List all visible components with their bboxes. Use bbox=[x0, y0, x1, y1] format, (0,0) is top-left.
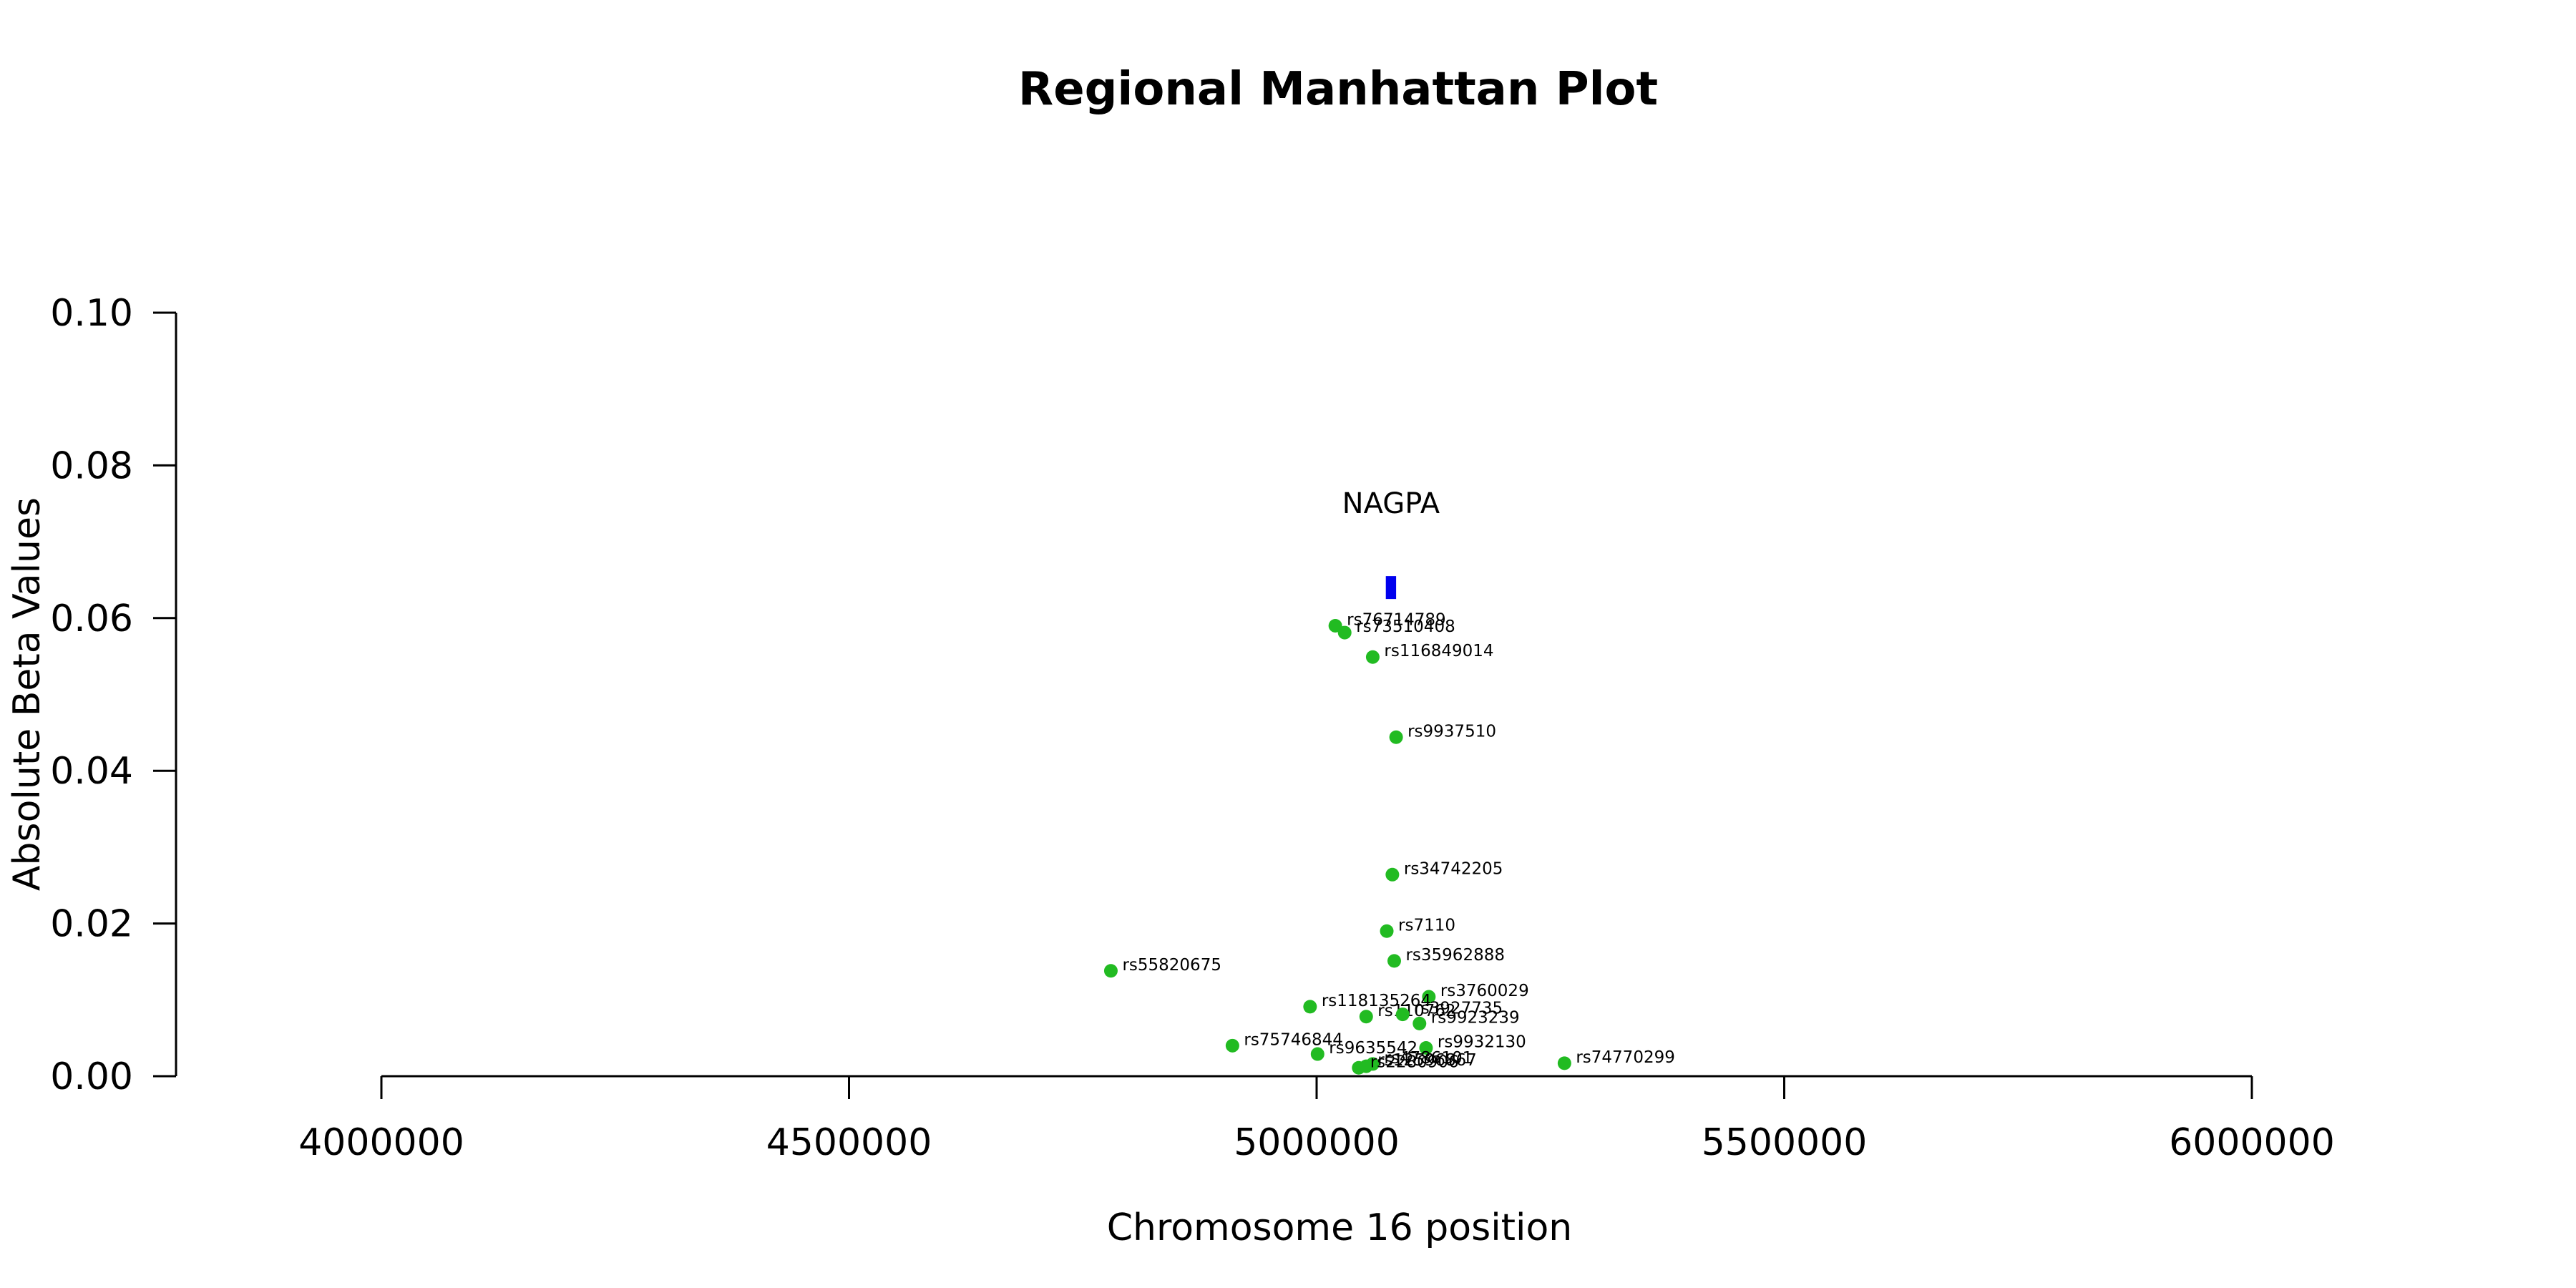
y-tick-label: 0.04 bbox=[50, 750, 133, 793]
x-axis-label: Chromosome 16 position bbox=[1107, 1206, 1573, 1249]
snp-label: rs110762 bbox=[1377, 1002, 1455, 1020]
snp-label: rs35962888 bbox=[1405, 946, 1505, 965]
snp-label: rs116849014 bbox=[1384, 642, 1493, 660]
snp-label: rs3760029 bbox=[1440, 982, 1529, 1000]
gene-marker-nagpa bbox=[1385, 576, 1397, 600]
y-tick-label: 0.06 bbox=[50, 597, 133, 640]
x-tick-label: 6000000 bbox=[2169, 1121, 2335, 1164]
snp-point bbox=[1303, 1000, 1317, 1014]
snp-point bbox=[1328, 618, 1342, 633]
x-axis: 4000000 4500000 5000000 5500000 6000000 bbox=[298, 1075, 2335, 1164]
snp-label: rs7110 bbox=[1398, 916, 1455, 935]
snp-point bbox=[1225, 1038, 1239, 1053]
snp-label: rs2280906 bbox=[1370, 1053, 1459, 1071]
gene-track: NAGPA bbox=[1342, 487, 1440, 600]
snp-point bbox=[1310, 1047, 1324, 1061]
chart-title: Regional Manhattan Plot bbox=[1018, 63, 1658, 116]
snp-point bbox=[1352, 1060, 1366, 1075]
snp-point bbox=[1103, 964, 1118, 978]
x-tick-label: 5500000 bbox=[1702, 1121, 1868, 1164]
y-axis-label: Absolute Beta Values bbox=[6, 497, 49, 891]
snp-point bbox=[1422, 990, 1436, 1004]
snp-point bbox=[1337, 625, 1352, 640]
snp-point bbox=[1359, 1010, 1373, 1024]
snp-label: rs9932130 bbox=[1438, 1033, 1526, 1052]
y-axis: 0.00 0.02 0.04 0.06 0.08 0.10 bbox=[50, 292, 177, 1098]
snp-label: rs3927735 bbox=[1414, 1000, 1503, 1018]
snp-point bbox=[1389, 730, 1403, 744]
snp-label: rs4786101 bbox=[1384, 1049, 1473, 1068]
snp-label: rs74770299 bbox=[1576, 1048, 1675, 1067]
x-tick-label: 4500000 bbox=[766, 1121, 932, 1164]
y-tick-label: 0.00 bbox=[50, 1055, 133, 1098]
snp-point bbox=[1557, 1056, 1571, 1070]
snp-point bbox=[1395, 1008, 1410, 1022]
snp-label: rs9635542 bbox=[1329, 1039, 1418, 1058]
snp-label: rs118135264 bbox=[1322, 992, 1431, 1010]
snp-label: rs34742205 bbox=[1404, 859, 1503, 878]
snp-label: rs12596867 bbox=[1377, 1051, 1477, 1070]
snp-label: rs73510408 bbox=[1356, 618, 1455, 636]
snp-point bbox=[1380, 924, 1394, 938]
snp-point bbox=[1387, 954, 1401, 968]
x-tick-label: 5000000 bbox=[1234, 1121, 1400, 1164]
y-tick-label: 0.08 bbox=[50, 444, 133, 487]
snp-point bbox=[1365, 650, 1380, 664]
snp-label: rs75746844 bbox=[1244, 1030, 1343, 1049]
snp-label: rs55820675 bbox=[1122, 956, 1221, 975]
gene-label: NAGPA bbox=[1342, 487, 1440, 520]
y-tick-label: 0.10 bbox=[50, 292, 133, 335]
snp-point bbox=[1385, 867, 1400, 882]
snp-label: rs76714789 bbox=[1347, 610, 1446, 629]
snp-label: rs9937510 bbox=[1407, 722, 1496, 741]
snp-point bbox=[1413, 1016, 1427, 1030]
x-tick-label: 4000000 bbox=[298, 1121, 464, 1164]
snp-label: rs9923239 bbox=[1431, 1008, 1520, 1027]
snp-point bbox=[1419, 1041, 1433, 1055]
y-tick-label: 0.02 bbox=[50, 903, 133, 946]
